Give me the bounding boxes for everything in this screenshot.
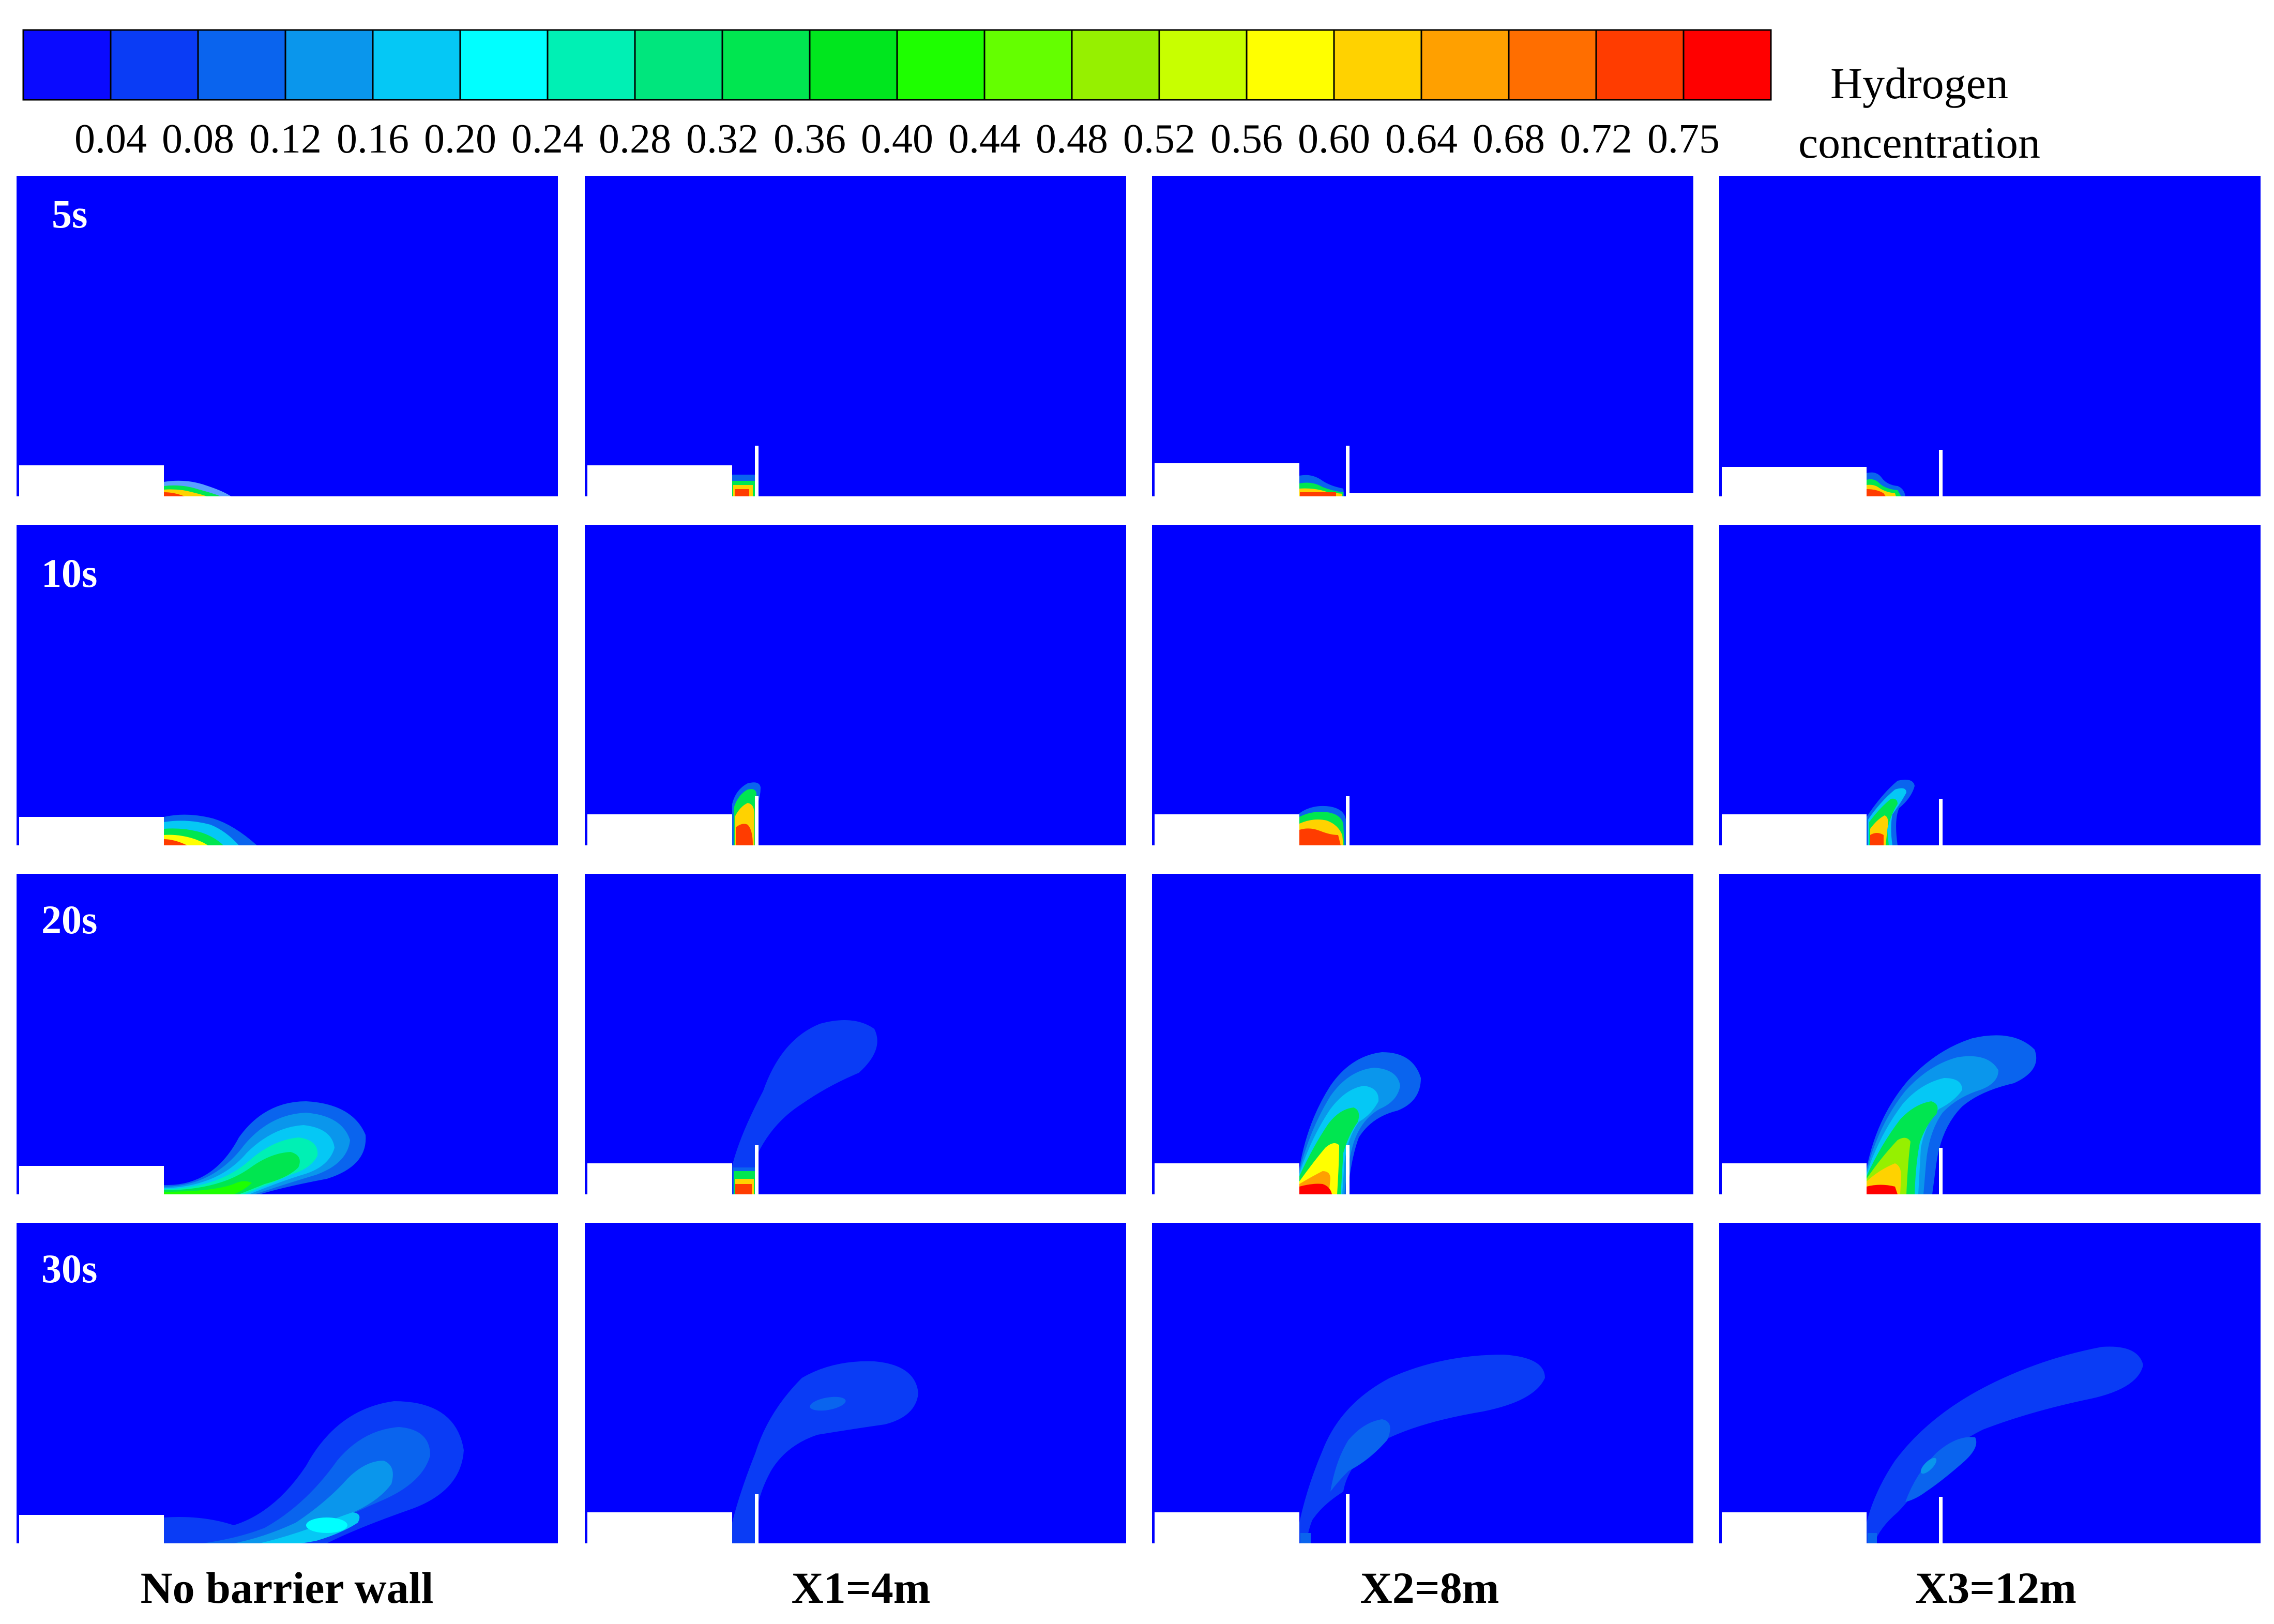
colorbar-cell: [22, 29, 112, 101]
panel-5s-x2: [1152, 176, 1693, 496]
colorbar-title-line1: Hydrogen: [1830, 58, 2008, 108]
colorbar-tick-label: 0.36: [774, 116, 846, 162]
colorbar-tick-label: 0.16: [337, 116, 409, 162]
time-label-30s: 30s: [41, 1246, 97, 1291]
colorbar-tick-label: 0.75: [1647, 116, 1720, 162]
colorbar-cell: [634, 29, 723, 101]
colorbar-title-line2: concentration: [1798, 118, 2040, 168]
colorbar-tick-label: 0.52: [1123, 116, 1195, 162]
panel-10s-x3: [1719, 525, 2261, 845]
contour-panel-grid: 5s 10s 20s 30s No barrier wall X1=4m X2=…: [17, 176, 2261, 1613]
colorbar-cell: [1071, 29, 1160, 101]
colorbar-cell: [459, 29, 549, 101]
colorbar-cell: [1333, 29, 1422, 101]
colorbar-tick-label: 0.64: [1385, 116, 1458, 162]
panel-10s-x1: [585, 525, 1126, 845]
colorbar-tick-label: 0.56: [1210, 116, 1283, 162]
colorbar-tick-label: 0.44: [948, 116, 1021, 162]
colorbar-cell: [1246, 29, 1335, 101]
colorbar-tick-label: 0.24: [511, 116, 584, 162]
colorbar: 0.04 0.08 0.12 0.16 0.20 0.24 0.28 0.32 0.36 0.40…: [22, 29, 2040, 168]
panel-20s-x1: [585, 874, 1126, 1194]
colorbar-cell: [1508, 29, 1597, 101]
colorbar-tick-label: 0.40: [861, 116, 933, 162]
panel-20s-no-wall: [17, 874, 558, 1194]
colorbar-tick-label: 0.48: [1036, 116, 1108, 162]
colorbar-cell: [547, 29, 636, 101]
colorbar-tick-label: 0.32: [686, 116, 759, 162]
panel-30s-x3: [1719, 1223, 2261, 1543]
colorbar-cell: [896, 29, 986, 101]
colorbar-cells: [22, 29, 1772, 101]
column-label-no-barrier: No barrier wall: [141, 1563, 434, 1613]
panel-5s-no-wall: [17, 176, 558, 496]
column-label-x3: X3=12m: [1915, 1563, 2076, 1613]
column-label-x1: X1=4m: [792, 1563, 931, 1613]
colorbar-tick-label: 0.20: [424, 116, 496, 162]
colorbar-tick-label: 0.72: [1560, 116, 1632, 162]
column-label-x2: X2=8m: [1360, 1563, 1499, 1613]
colorbar-cell: [721, 29, 811, 101]
time-label-10s: 10s: [41, 551, 97, 596]
colorbar-tick-label: 0.08: [162, 116, 234, 162]
colorbar-cell: [1420, 29, 1510, 101]
panel-10s-x2: [1152, 525, 1693, 845]
colorbar-cell: [372, 29, 461, 101]
panel-10s-no-wall: [17, 525, 558, 845]
colorbar-ticks: 0.04 0.08 0.12 0.16 0.20 0.24 0.28 0.32 0.36 0.40…: [74, 116, 1720, 162]
panel-30s-x1: [585, 1223, 1126, 1543]
colorbar-tick-label: 0.12: [249, 116, 322, 162]
colorbar-cell: [284, 29, 374, 101]
time-label-20s: 20s: [41, 897, 97, 942]
colorbar-cell: [110, 29, 199, 101]
colorbar-cell: [1595, 29, 1685, 101]
panel-30s-x2: [1152, 1223, 1693, 1543]
panel-20s-x2: [1152, 874, 1693, 1194]
time-label-5s: 5s: [52, 191, 87, 236]
colorbar-tick-label: 0.28: [599, 116, 671, 162]
panel-5s-x3: [1719, 176, 2261, 496]
colorbar-tick-label: 0.60: [1298, 116, 1370, 162]
colorbar-cell: [809, 29, 898, 101]
colorbar-cell: [983, 29, 1073, 101]
panel-5s-x1: [585, 176, 1126, 496]
colorbar-tick-label: 0.68: [1473, 116, 1545, 162]
colorbar-cell: [1158, 29, 1248, 101]
colorbar-cell: [1682, 29, 1772, 101]
panel-30s-no-wall: [17, 1223, 558, 1543]
colorbar-tick-label: 0.04: [74, 116, 147, 162]
panel-20s-x3: [1719, 874, 2261, 1194]
colorbar-cell: [197, 29, 286, 101]
